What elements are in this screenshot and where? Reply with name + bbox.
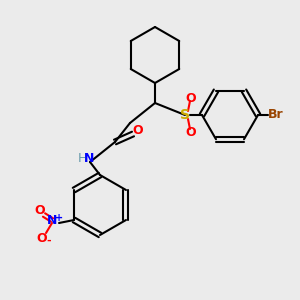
Text: N: N (47, 214, 57, 227)
Text: O: O (35, 203, 45, 217)
Text: -: - (47, 236, 51, 246)
Text: O: O (37, 232, 47, 244)
Text: S: S (180, 108, 190, 122)
Text: Br: Br (268, 109, 284, 122)
Text: H: H (77, 152, 87, 166)
Text: +: + (55, 213, 63, 223)
Text: O: O (186, 92, 196, 104)
Text: O: O (186, 125, 196, 139)
Text: O: O (133, 124, 143, 137)
Text: N: N (84, 152, 94, 166)
